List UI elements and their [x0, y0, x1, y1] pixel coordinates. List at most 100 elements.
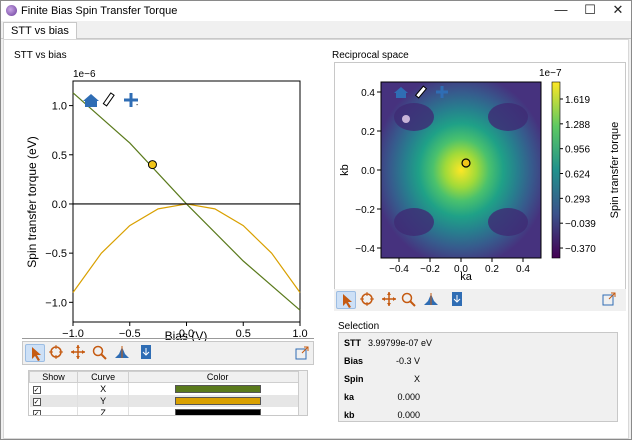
recip-plot[interactable]: 0.4 0.2 0.0 −0.2 −0.4 −0.4 −0.2 0.0 0.2 0.4 ka k…: [334, 62, 626, 306]
popout-icon[interactable]: [600, 291, 620, 309]
y-tick-label: −0.5: [45, 248, 67, 260]
home-icon[interactable]: [83, 94, 99, 107]
minimize-icon[interactable]: —: [554, 2, 568, 17]
spin-value: X: [413, 374, 420, 384]
stt-value: 3.99799e-07 eV: [368, 338, 433, 348]
recip-toolbar: [334, 289, 626, 311]
stt-divider: [22, 338, 314, 339]
x-tick-label: 0.0: [454, 264, 468, 275]
x-tick-label: −0.2: [420, 264, 440, 275]
selection-panel: [338, 332, 618, 422]
stt-toolbar: [22, 341, 314, 365]
table-row: ✓ X: [29, 382, 307, 395]
stt-plot[interactable]: 1e−6 −1.0 −0.5 0.0 0.5 1.0 −1.0 −0.5 0.0 0.5 1.0…: [22, 62, 314, 342]
save-icon[interactable]: [448, 291, 468, 309]
curve-name: X: [77, 382, 130, 395]
colorbar-offset-label: 1e−7: [539, 68, 562, 79]
colorbar-label: Spin transfer torque: [609, 122, 621, 219]
recip-xticks: −0.4 −0.2 0.0 0.2 0.4: [389, 258, 530, 275]
move-icon[interactable]: [436, 86, 448, 98]
stt-yticks: −1.0 −0.5 0.0 0.5 1.0: [45, 101, 73, 309]
zoom-tool-button[interactable]: [91, 344, 111, 362]
zoom-tool-button[interactable]: [400, 291, 420, 309]
crosshair-tool-button[interactable]: [47, 344, 67, 362]
table-row: ✓ Y: [29, 394, 307, 407]
y-tick-label: 0.0: [52, 199, 67, 211]
home-icon[interactable]: [394, 87, 408, 98]
colorbar-tick-label: 0.624: [565, 170, 590, 181]
x-tick-label: −0.4: [389, 264, 409, 275]
tab-stt-vs-bias[interactable]: STT vs bias: [3, 22, 77, 40]
x-tick-label: −1.0: [62, 328, 84, 340]
recip-panel-label: Reciprocal space: [332, 50, 409, 61]
pointer-tool-button[interactable]: [336, 291, 356, 309]
move-icon[interactable]: -: [124, 93, 139, 109]
heatmap-lobe: [394, 208, 434, 236]
ka-value: 0.000: [397, 392, 420, 402]
show-checkbox[interactable]: ✓: [32, 409, 41, 416]
save-icon[interactable]: [137, 344, 157, 362]
pointer-tool-button[interactable]: [25, 344, 45, 362]
curve-name: Z: [77, 406, 130, 415]
window-title: Finite Bias Spin Transfer Torque: [21, 5, 178, 17]
bias-label: Bias: [344, 356, 364, 366]
x-tick-label: 0.2: [485, 264, 499, 275]
tab-content: STT vs bias Reciprocal space 1e−6 −1.0 −0…: [3, 39, 629, 439]
color-swatch[interactable]: [174, 409, 261, 415]
colorbar-tick-label: 0.293: [565, 194, 590, 205]
pencil-icon[interactable]: [102, 92, 115, 107]
stt-ylabel: Spin transfer torque (eV): [25, 136, 39, 267]
stt-label: STT: [344, 338, 361, 348]
maximize-icon[interactable]: ☐: [584, 2, 596, 17]
col-show: Show: [29, 371, 79, 383]
app-icon: [6, 5, 17, 16]
x-tick-label: 0.0: [179, 328, 194, 340]
chart-tool-button[interactable]: [422, 291, 442, 309]
stt-xticks: −1.0 −0.5 0.0 0.5 1.0: [62, 322, 308, 340]
curves-table[interactable]: Show Curve Color ✓ X ✓ Y ✓ Z: [28, 370, 308, 416]
color-swatch[interactable]: [174, 397, 261, 406]
crosshair-tool-button[interactable]: [358, 291, 378, 309]
colorbar-tick-label: 0.956: [565, 145, 590, 156]
y-tick-label: −1.0: [45, 297, 67, 309]
pan-tool-button[interactable]: [69, 344, 89, 362]
x-tick-label: −0.5: [119, 328, 141, 340]
table-scrollbar[interactable]: [298, 371, 307, 415]
ka-label: ka: [344, 392, 355, 402]
color-swatch[interactable]: [174, 385, 261, 394]
pan-tool-button[interactable]: [380, 291, 400, 309]
x-tick-label: 0.4: [516, 264, 530, 275]
selection-label: Selection: [338, 321, 380, 332]
heatmap-lobe: [488, 208, 528, 236]
colorbar-tick-label: 1.288: [565, 120, 590, 131]
show-checkbox[interactable]: ✓: [32, 385, 41, 394]
recip-ylabel: kb: [339, 164, 351, 176]
tab-bar: [1, 21, 631, 39]
col-curve: Curve: [77, 371, 130, 383]
stt-panel-label: STT vs bias: [14, 50, 67, 61]
recip-dot: [402, 115, 410, 123]
title-bar: Finite Bias Spin Transfer Torque — ☐ ✕: [1, 1, 631, 21]
stt-plot-axes: [72, 80, 301, 323]
chart-tool-button[interactable]: [113, 344, 133, 362]
y-tick-label: 0.4: [361, 88, 375, 99]
colorbar-ticks: 1.619 1.288 0.956 0.624 0.293 −0.039 −0.370: [560, 95, 596, 255]
selection-marker: [147, 160, 157, 170]
curve-name: Y: [77, 394, 130, 407]
colorbar-tick-label: −0.370: [565, 244, 596, 255]
stt-lines: [72, 92, 301, 311]
kb-value: 0.000: [397, 410, 420, 420]
x-tick-label: 0.5: [236, 328, 251, 340]
pencil-icon[interactable]: [414, 85, 428, 99]
recip-yticks: 0.4 0.2 0.0 −0.2 −0.4: [355, 88, 381, 255]
popout-icon[interactable]: [293, 345, 313, 363]
close-icon[interactable]: ✕: [612, 2, 624, 17]
colorbar-tick-label: −0.039: [565, 219, 596, 230]
y-tick-label: 0.2: [361, 127, 375, 138]
stt-offset-label: 1e−6: [73, 69, 96, 80]
x-tick-label: 1.0: [292, 328, 307, 340]
show-checkbox[interactable]: ✓: [32, 397, 41, 406]
heatmap-lobe: [488, 103, 528, 131]
y-tick-label: −0.4: [355, 244, 375, 255]
